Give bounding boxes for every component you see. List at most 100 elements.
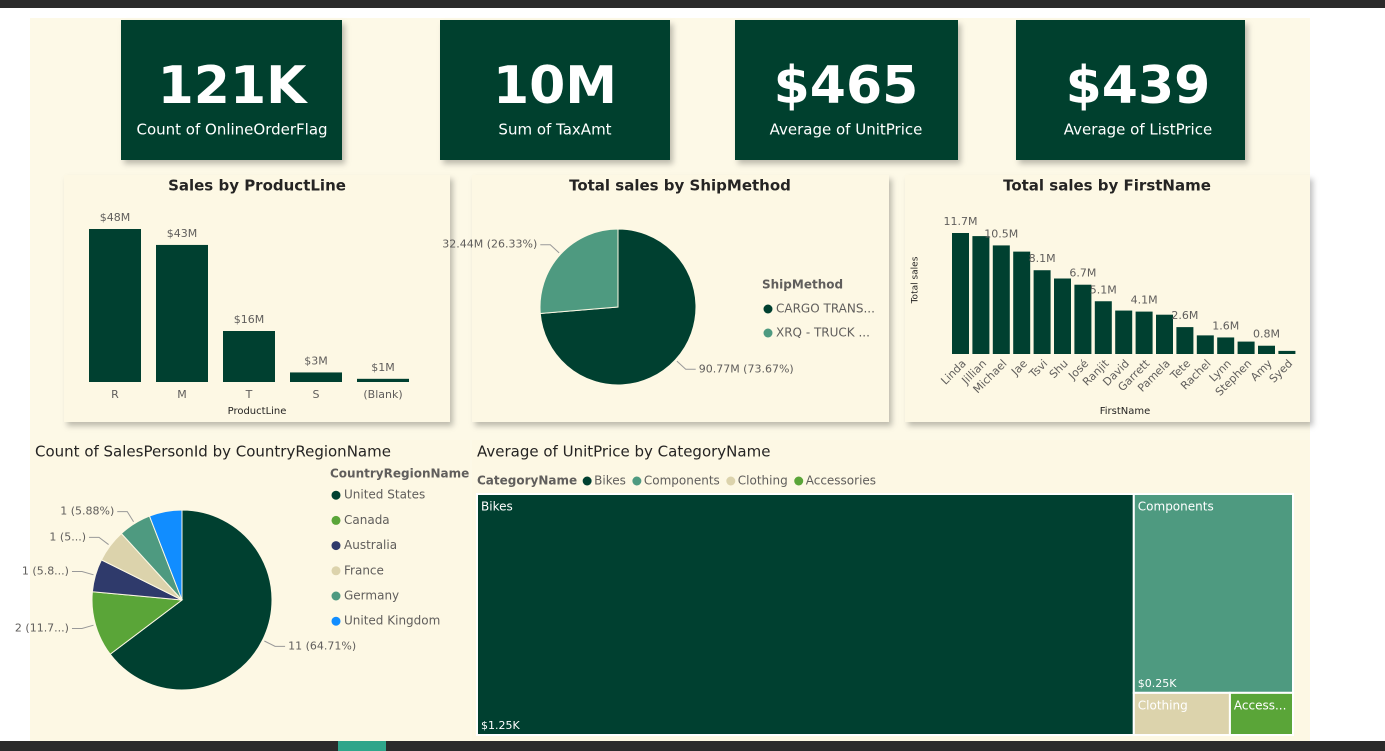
legend-marker [331, 616, 341, 626]
tile [1132, 691, 1231, 737]
data-label: 5.1M [1090, 283, 1117, 296]
legend-label: Clothing [738, 474, 788, 488]
card-label: Average of UnitPrice [770, 121, 923, 139]
legend-title: CountryRegionName [330, 467, 469, 481]
pie-slice [109, 509, 273, 691]
legend-label: Accessories [806, 474, 876, 488]
legend-marker [331, 566, 341, 576]
chart-title: Sales by ProductLine [168, 177, 346, 195]
bar [1217, 337, 1235, 354]
leader-line [264, 640, 286, 647]
bar [1013, 251, 1031, 354]
data-label: $16M [234, 313, 265, 326]
data-label: 11.7M [944, 215, 978, 228]
chart-title: Total sales by ShipMethod [569, 177, 791, 195]
bottom-bar [0, 741, 1385, 751]
data-label: $48M [100, 211, 131, 224]
legend-label: Australia [344, 538, 397, 552]
x-tick-label: M [177, 388, 187, 401]
data-label: 10.5M [984, 227, 1018, 240]
card [1016, 20, 1245, 160]
data-label: $3M [304, 354, 328, 367]
data-label: 1 (5.88%) [60, 505, 114, 518]
card [121, 20, 342, 160]
legend-title: CategoryName [477, 474, 577, 488]
chart-title: Count of SalesPersonId by CountryRegionN… [35, 443, 391, 461]
bar [156, 244, 208, 382]
legend-marker [331, 591, 341, 601]
tile [476, 493, 1135, 736]
legend-marker [763, 304, 773, 314]
legend-marker [794, 476, 804, 486]
tab [338, 741, 386, 751]
bar [992, 245, 1010, 354]
card-value: 121K [158, 56, 309, 116]
bar [1258, 345, 1275, 354]
card-value: $465 [774, 56, 919, 116]
card-label: Sum of TaxAmt [498, 121, 611, 139]
legend-label: Canada [344, 513, 390, 527]
bar [1074, 284, 1092, 354]
bar [1196, 335, 1214, 354]
bar [1054, 278, 1071, 354]
cards: 121K Count of OnlineOrderFlag 10M Sum of… [121, 20, 1245, 160]
data-label: 4.1M [1131, 294, 1158, 307]
data-label: 1.6M [1212, 319, 1239, 332]
bar [223, 331, 275, 382]
chart-title: Average of UnitPrice by CategoryName [477, 443, 770, 461]
legend-marker [763, 328, 773, 338]
legend-marker [331, 515, 341, 525]
pie-slice [539, 228, 619, 315]
chart-title: Total sales by FirstName [1003, 177, 1211, 195]
legend-marker [726, 476, 736, 486]
data-label: 1 (5...) [49, 530, 86, 543]
x-tick-label: S [313, 388, 320, 401]
top-bar [0, 0, 1385, 8]
legend-label: Components [644, 474, 720, 488]
legend-label: Bikes [594, 474, 626, 488]
legend-label: United States [344, 488, 425, 502]
legend-label: France [344, 563, 384, 577]
data-label: $1M [371, 361, 395, 374]
legend-marker [632, 476, 642, 486]
pie-slice [148, 509, 183, 601]
bar [89, 229, 141, 382]
x-tick-label: (Blank) [363, 388, 402, 401]
bar [1237, 341, 1255, 354]
tile [1132, 493, 1295, 694]
legend-marker [582, 476, 592, 486]
x-tick-label: R [111, 388, 119, 401]
data-label: 11 (64.71%) [288, 639, 356, 652]
leader-line [71, 571, 94, 576]
card-value: 10M [493, 56, 617, 116]
bar [1115, 310, 1133, 354]
tile-label: Clothing [1138, 698, 1188, 712]
leader-line [89, 536, 109, 545]
bar [972, 236, 990, 354]
data-label: 1 (5.8...) [22, 565, 69, 578]
data-label: 6.7M [1069, 267, 1096, 280]
data-label: $43M [167, 227, 198, 240]
x-axis-label: FirstName [1100, 406, 1151, 417]
data-label: 90.77M (73.67%) [699, 362, 794, 375]
bar [1033, 270, 1051, 354]
bar [1176, 327, 1194, 354]
card-label: Count of OnlineOrderFlag [136, 121, 327, 139]
x-tick-label: T [245, 388, 253, 401]
data-label: 8.1M [1029, 252, 1056, 265]
tile-label: Bikes [481, 500, 513, 514]
data-label: $0.25K [1138, 677, 1177, 690]
bar [1135, 311, 1153, 354]
bar [1094, 301, 1112, 354]
legend-label: XRQ - TRUCK ... [776, 326, 870, 340]
tile-label: Components [1138, 500, 1214, 514]
y-axis-label: Total sales [911, 256, 921, 304]
legend-title: ShipMethod [762, 278, 843, 292]
x-axis-label: ProductLine [228, 406, 287, 417]
tile [1228, 691, 1294, 737]
legend-marker [331, 490, 341, 500]
leader-line [71, 624, 94, 629]
data-label: 0.8M [1253, 328, 1280, 341]
card [440, 20, 670, 160]
pie-slice [91, 591, 184, 655]
